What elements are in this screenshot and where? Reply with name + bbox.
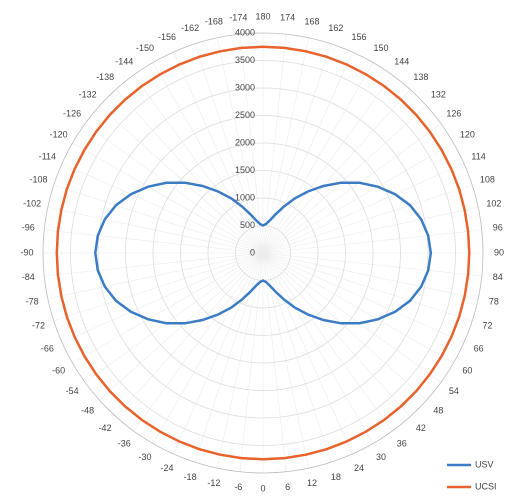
angle-tick-label: -18 bbox=[184, 472, 197, 482]
angle-tick-label: 12 bbox=[307, 478, 317, 488]
series-line bbox=[94, 181, 433, 325]
series-line bbox=[55, 45, 471, 461]
angle-tick-label: 168 bbox=[305, 17, 320, 27]
angle-tick-label: 144 bbox=[394, 56, 409, 66]
angle-tick-label: -24 bbox=[161, 463, 174, 473]
angle-tick-label: -174 bbox=[229, 13, 247, 23]
angle-tick-label: 84 bbox=[493, 272, 503, 282]
angle-tick-label: 120 bbox=[460, 129, 475, 139]
angle-tick-label: 108 bbox=[480, 174, 495, 184]
angle-tick-label: 156 bbox=[351, 32, 366, 42]
angle-tick-label: 6 bbox=[285, 482, 290, 492]
angle-tick-label: -66 bbox=[41, 343, 54, 353]
angle-tick-label: -48 bbox=[81, 405, 94, 415]
grid-circle bbox=[180, 170, 346, 336]
angle-tick-label: 36 bbox=[397, 438, 407, 448]
angle-tick-label: 30 bbox=[376, 452, 386, 462]
grid-circle bbox=[152, 142, 374, 364]
angle-tick-label: -6 bbox=[234, 482, 242, 492]
r-tick-label: 500 bbox=[240, 220, 255, 230]
angle-tick-label: 60 bbox=[462, 365, 472, 375]
r-tick-label: 3000 bbox=[235, 82, 255, 92]
angle-tick-label: 150 bbox=[373, 43, 388, 53]
angle-tick-label: -72 bbox=[32, 320, 45, 330]
angle-tick-label: 126 bbox=[446, 109, 461, 119]
grid-circle bbox=[70, 60, 456, 446]
angle-tick-label: -144 bbox=[115, 56, 133, 66]
angle-tick-label: 24 bbox=[354, 463, 364, 473]
angle-tick-label: 42 bbox=[416, 423, 426, 433]
angle-tick-label: -42 bbox=[99, 423, 112, 433]
r-tick-label: 2500 bbox=[235, 110, 255, 120]
angle-tick-label: 138 bbox=[413, 72, 428, 82]
angle-tick-label: 66 bbox=[474, 343, 484, 353]
r-tick-label: 3500 bbox=[235, 55, 255, 65]
angle-tick-label: 162 bbox=[328, 23, 343, 33]
angle-tick-label: -102 bbox=[23, 198, 41, 208]
legend-label: USV bbox=[475, 459, 494, 469]
r-tick-label: 4000 bbox=[235, 27, 255, 37]
angle-tick-label: -90 bbox=[20, 247, 33, 257]
angle-tick-label: 96 bbox=[493, 223, 503, 233]
angle-tick-label: -114 bbox=[39, 151, 56, 161]
angle-tick-label: -60 bbox=[52, 365, 65, 375]
angle-tick-label: -138 bbox=[96, 72, 114, 82]
r-tick-label: 1500 bbox=[235, 165, 255, 175]
angle-tick-label: 132 bbox=[431, 89, 446, 99]
angle-tick-label: 174 bbox=[280, 13, 295, 23]
angle-tick-label: -132 bbox=[79, 89, 97, 99]
grid-circle bbox=[97, 87, 429, 419]
angle-tick-label: -150 bbox=[136, 43, 154, 53]
angle-tick-label: -120 bbox=[50, 129, 68, 139]
angle-tick-label: -126 bbox=[63, 109, 81, 119]
r-tick-label: 0 bbox=[250, 247, 255, 257]
angle-tick-label: 72 bbox=[482, 320, 492, 330]
grid-circle bbox=[42, 32, 484, 474]
angle-tick-label: 90 bbox=[494, 247, 504, 257]
angle-tick-label: -96 bbox=[22, 223, 35, 233]
angle-tick-label: 18 bbox=[331, 472, 341, 482]
angle-tick-label: 180 bbox=[255, 11, 270, 21]
angle-tick-label: -168 bbox=[205, 17, 223, 27]
angle-tick-label: 78 bbox=[489, 296, 499, 306]
grid-circle bbox=[207, 197, 319, 309]
angle-tick-label: -108 bbox=[30, 174, 48, 184]
angle-tick-label: 54 bbox=[449, 386, 459, 396]
angle-tick-label: 102 bbox=[486, 198, 501, 208]
grid-circle bbox=[125, 115, 401, 391]
angle-tick-label: 0 bbox=[260, 483, 265, 493]
angle-tick-label: -30 bbox=[138, 452, 151, 462]
angle-tick-label: 114 bbox=[471, 151, 485, 161]
angle-tick-label: -54 bbox=[66, 386, 79, 396]
legend-label: UCSI bbox=[475, 481, 497, 491]
r-tick-label: 2000 bbox=[235, 137, 255, 147]
angle-tick-label: -78 bbox=[26, 296, 39, 306]
angle-tick-label: 48 bbox=[433, 405, 443, 415]
angle-tick-label: -12 bbox=[207, 478, 220, 488]
angle-tick-label: -156 bbox=[158, 32, 176, 42]
angle-tick-label: -162 bbox=[181, 23, 199, 33]
angle-tick-label: -36 bbox=[118, 438, 131, 448]
r-tick-label: 1000 bbox=[235, 192, 255, 202]
angle-tick-label: -84 bbox=[22, 272, 35, 282]
